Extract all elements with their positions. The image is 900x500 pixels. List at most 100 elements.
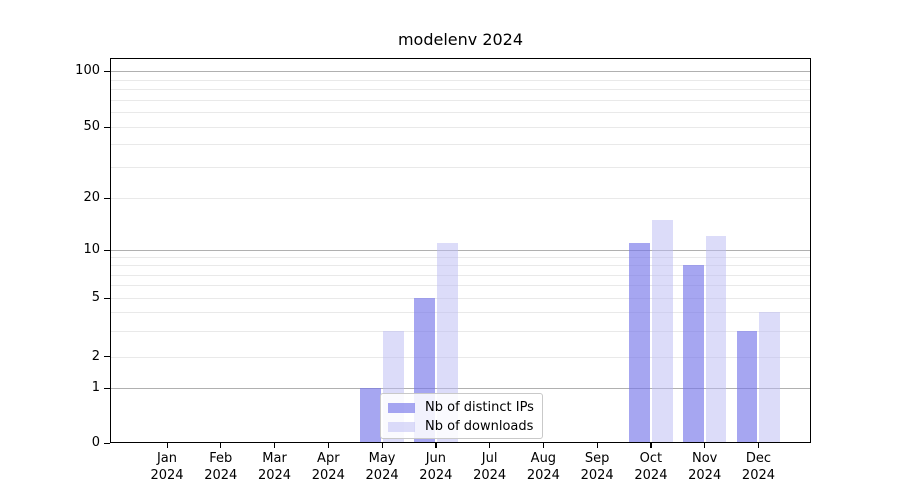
legend: Nb of distinct IPs Nb of downloads [380,393,543,439]
legend-swatch-downloads [388,421,415,432]
gridline-minor [110,99,811,101]
legend-item-distinct-ips: Nb of distinct IPs [388,398,542,417]
x-tick-label: Mar 2024 [235,451,315,484]
gridline-minor [110,257,811,259]
x-tick-label: Aug 2024 [503,451,583,484]
bar-downloads [651,219,673,443]
x-tick-label-line: Sep [584,451,610,466]
y-tick-label: 50 [83,119,100,134]
x-tick-label-line: May [368,451,396,466]
legend-swatch-distinct-ips [388,402,415,413]
x-tick-label-line: Apr [317,451,340,466]
x-tick-label-line: 2024 [204,467,238,483]
y-tick-label: 20 [83,190,100,205]
y-tick-label: 5 [91,290,100,305]
x-tick-label-line: Dec [745,451,772,466]
y-tick-label: 1 [91,380,100,395]
x-tick-label-line: 2024 [473,467,507,483]
x-tick-label: Jul 2024 [450,451,530,484]
y-tick [104,442,110,444]
x-tick-label-line: Jul [481,451,498,466]
x-tick-label-line: Nov [692,451,718,466]
x-tick [650,443,652,448]
y-tick [104,387,110,389]
bar-downloads [759,312,781,443]
x-tick-label: Feb 2024 [181,451,261,484]
y-tick [104,356,110,358]
x-tick-label: May 2024 [342,451,422,484]
x-tick-label-line: 2024 [311,467,345,483]
x-tick-label-line: 2024 [688,467,722,483]
gridline-minor [110,356,811,358]
x-tick [274,443,276,448]
plot-area [110,58,811,443]
y-tick-label: 10 [83,242,100,257]
gridline-major [110,71,811,72]
gridline-minor [110,198,811,199]
gridline-minor [110,127,811,128]
bar-distinct-ips [736,330,758,443]
y-tick-label: 2 [91,348,100,364]
x-tick-label-line: 2024 [365,467,399,483]
gridline-major [110,250,811,251]
gridline-minor [110,265,811,267]
x-tick [489,443,491,448]
x-tick-label: Sep 2024 [557,451,637,484]
y-tick [104,249,110,251]
bar-downloads [705,236,727,443]
y-tick [104,126,110,128]
x-tick-label: Jan 2024 [127,451,207,484]
x-tick-label: Apr 2024 [288,451,368,484]
gridline-minor [110,89,811,91]
gridline-minor [110,330,811,332]
x-tick-label-line: 2024 [257,467,292,483]
x-tick [435,443,437,448]
x-tick-label-line: 2024 [634,467,668,483]
x-tick [704,443,706,448]
x-tick [166,443,168,448]
gridline-minor [110,144,811,146]
gridline-minor [110,312,811,314]
bar-distinct-ips [360,388,382,443]
x-tick [757,443,760,448]
gridline-minor [110,166,811,168]
legend-label-distinct-ips: Nb of distinct IPs [425,400,534,415]
x-tick-label-line: Mar [262,451,287,466]
gridline-minor [110,298,811,299]
x-tick-label-line: Jan [156,451,178,466]
x-tick-label-line: Feb [209,451,233,466]
x-tick [327,443,329,448]
gridline-minor [110,285,811,287]
bar-distinct-ips [683,265,704,443]
y-tick-label: 0 [91,435,100,450]
y-tick [104,70,110,72]
gridline-major [110,388,811,389]
x-tick-label-line: 2024 [741,467,776,483]
x-tick-label: Nov 2024 [665,451,745,484]
bar-downloads [436,242,458,443]
x-tick [381,443,383,448]
x-tick-label-line: 2024 [526,467,560,483]
y-tick [104,197,110,199]
legend-item-downloads: Nb of downloads [388,417,542,436]
legend-label-downloads: Nb of downloads [425,419,534,434]
x-tick-label-line: Oct [639,451,663,466]
y-tick-label: 100 [75,63,100,78]
y-tick [104,297,110,299]
x-tick-label-line: 2024 [419,467,453,483]
gridline-minor [110,112,811,114]
x-tick-label: Dec 2024 [718,451,798,484]
x-tick-label-line: 2024 [150,467,184,483]
gridline-minor [110,274,811,276]
x-tick [596,443,598,448]
gridline-minor [110,79,811,81]
x-tick-label: Oct 2024 [611,451,691,484]
x-tick-label-line: Aug [530,451,557,466]
x-tick [542,443,545,448]
x-tick [220,443,222,448]
chart-title: modelenv 2024 [397,30,524,49]
x-tick-label-line: 2024 [580,467,614,483]
x-tick-label: Jun 2024 [396,451,476,484]
bar-distinct-ips [629,242,650,443]
